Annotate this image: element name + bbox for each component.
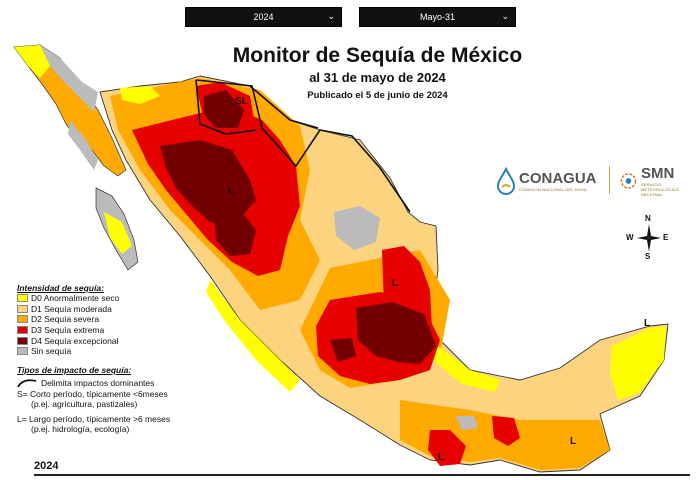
date-select-value: Mayo-31 [419,12,455,22]
legend-swatch-nosequia [17,347,28,356]
legend-swatch-d2 [17,315,28,324]
d4-central [356,302,436,364]
legend-item: D2 Sequía severa [17,314,119,325]
map-label-l-central: L [392,278,399,289]
impact-short-text: S= Corto período, típicamente <6meses [17,389,168,399]
nosequia-south [456,416,478,430]
impact-long-example: (p.ej. hidrología, ecología) [31,424,130,434]
legend-label: D0 Anormalmente seco [31,293,120,304]
map-label-l-chiapas: L [570,436,577,447]
date-select[interactable]: Mayo-31 ⌄ [359,7,516,27]
chevron-down-icon: ⌄ [501,11,509,21]
impact-boundary-text: Delimita impactos dominantes [41,378,155,388]
water-drop-icon [496,167,516,195]
legend-label: D1 Sequía moderada [31,303,112,314]
map-label-sl: SL [235,96,248,107]
impact-long-text: L= Largo período, típicamente >6 meses [17,414,171,424]
legend-item: Sin sequía [17,346,119,357]
compass-north: N [645,214,651,223]
us-border [249,85,319,129]
legend-item: D1 Sequía moderada [17,304,119,315]
legend-label: D4 Sequía excepcional [31,335,119,346]
conagua-logo: CONAGUA COMISIÓN NACIONAL DEL AGUA [496,164,597,198]
impact-boundary-sl [195,79,257,135]
chevron-down-icon: ⌄ [327,11,335,21]
legend-label: D2 Sequía severa [31,314,100,325]
year-select-value: 2024 [253,12,274,22]
d4-sonora-chihuahua [160,140,256,226]
legend-title: Intensidad de sequía: [17,283,104,293]
legend-label: D3 Sequía extrema [31,325,105,336]
compass-east: E [663,233,669,242]
compass-south: S [645,252,651,261]
timeline-slider[interactable] [34,474,690,476]
smn-sub: SERVICIO METEOROLÓGICO NACIONAL [640,182,680,197]
d4-durango [214,210,256,256]
logo-divider [609,166,610,194]
impact-boundary-north [195,79,411,213]
conagua-sub: COMISIÓN NACIONAL DEL AGUA [519,187,587,192]
impact-line-row: Delimita impactos dominantes [17,378,170,388]
baja-nosequia-central [68,120,98,170]
d4-east-small [330,338,356,362]
page-subtitle-date: al 31 de mayo de 2024 [309,70,446,85]
baja-d0-north [14,45,50,78]
compass-west: W [626,233,634,242]
compass-rose-icon [637,224,661,252]
d4-chihuahua-north [204,90,244,128]
legend-label: Sin sequía [31,346,72,357]
smn-logo: SMN SERVICIO METEOROLÓGICO NACIONAL [620,164,700,198]
d0-gulf [428,340,500,392]
map-label-l-oaxaca: L [438,452,445,463]
d3-south-oaxaca [428,430,466,466]
legend-item: D3 Sequía extrema [17,325,119,336]
boundary-line-icon [17,379,37,388]
impact-short-example: (p.ej. agricultura, pastizales) [31,399,138,409]
legend-item: D4 Sequía excepcional [17,335,119,346]
drought-legend: Intensidad de sequía: D0 Anormalmente se… [17,283,119,357]
smn-name: SMN [640,165,675,182]
d0-north-border [120,86,160,104]
map-label-l-north: L [228,186,235,197]
smn-emblem-icon [620,173,637,189]
timeline-year: 2024 [34,460,59,472]
d0-yucatan [610,326,666,400]
page-published-date: Publicado el 5 de junio de 2024 [307,90,448,101]
map-label-l-yucatan: L [644,318,651,329]
legend-item: D0 Anormalmente seco [17,293,119,304]
conagua-name: CONAGUA [519,170,597,187]
legend-swatch-d4 [17,336,28,345]
impact-title: Tipos de impacto de sequía: [17,365,132,375]
legend-swatch-d1 [17,304,28,313]
legend-swatch-d0 [17,294,28,303]
legend-swatch-d3 [17,326,28,335]
baja-sur-d0 [104,212,132,254]
nosequia-coahuila [334,206,380,250]
page-title: Monitor de Sequía de México [232,44,523,67]
baja-nosequia-north [40,45,98,112]
d0-west-coast [206,280,300,392]
impact-legend: Tipos de impacto de sequía: Delimita imp… [17,365,170,434]
year-select[interactable]: 2024 ⌄ [185,7,342,27]
d3-gulf-south [492,416,520,446]
